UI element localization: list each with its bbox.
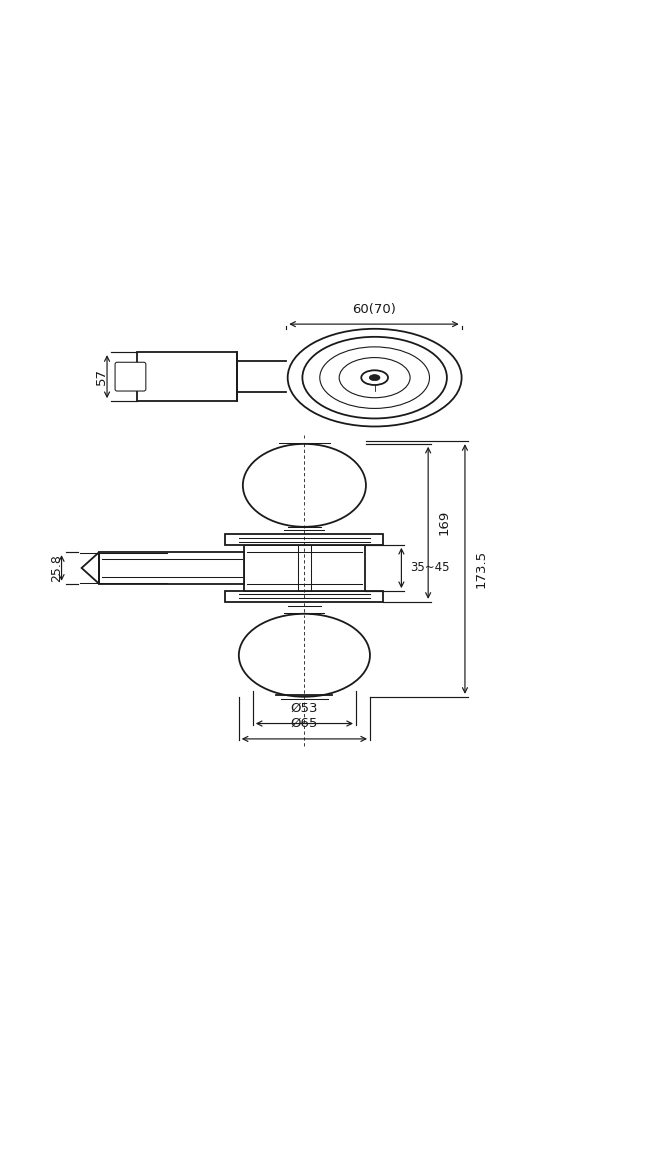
Text: 35~45: 35~45 — [410, 561, 450, 575]
Text: Ø53: Ø53 — [290, 702, 318, 715]
Bar — [225, 591, 383, 601]
Bar — [137, 352, 237, 401]
Text: 25.8: 25.8 — [50, 554, 63, 582]
Bar — [99, 552, 244, 584]
Ellipse shape — [369, 375, 380, 381]
Bar — [225, 534, 383, 545]
Bar — [244, 545, 365, 591]
Text: 60(70): 60(70) — [352, 304, 396, 316]
Text: 173.5: 173.5 — [474, 550, 487, 588]
Text: 169: 169 — [438, 511, 450, 536]
Text: 57: 57 — [95, 368, 108, 385]
FancyBboxPatch shape — [115, 362, 146, 391]
Text: Ø65: Ø65 — [291, 718, 318, 730]
